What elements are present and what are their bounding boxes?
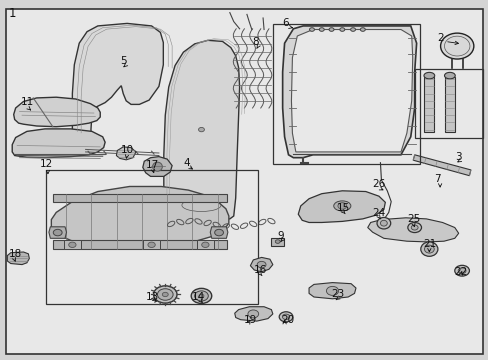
Ellipse shape: [380, 220, 386, 226]
Polygon shape: [291, 30, 412, 152]
Text: 4: 4: [183, 158, 190, 168]
Polygon shape: [116, 147, 136, 160]
Ellipse shape: [350, 28, 355, 31]
Ellipse shape: [326, 287, 338, 295]
Ellipse shape: [339, 28, 344, 31]
Ellipse shape: [68, 242, 76, 248]
Ellipse shape: [191, 288, 211, 303]
Text: 25: 25: [406, 214, 419, 224]
Text: 11: 11: [20, 96, 34, 107]
Ellipse shape: [337, 203, 346, 209]
Bar: [271, 238, 283, 246]
Polygon shape: [142, 157, 172, 176]
Polygon shape: [250, 257, 272, 272]
Text: 22: 22: [453, 267, 466, 277]
Text: 21: 21: [422, 239, 435, 249]
Text: 24: 24: [372, 208, 385, 218]
Ellipse shape: [420, 242, 437, 256]
Ellipse shape: [214, 229, 223, 236]
Ellipse shape: [423, 72, 434, 79]
Text: 26: 26: [372, 179, 385, 189]
Text: 15: 15: [336, 203, 349, 213]
Polygon shape: [14, 97, 100, 127]
Text: 9: 9: [277, 231, 284, 241]
Bar: [46, 170, 258, 304]
Text: 6: 6: [282, 18, 289, 28]
Bar: [142, 240, 160, 249]
Text: 1: 1: [9, 7, 16, 20]
Polygon shape: [53, 240, 227, 249]
Polygon shape: [53, 194, 227, 202]
Bar: [63, 240, 81, 249]
Text: 5: 5: [120, 56, 126, 66]
Text: 18: 18: [9, 249, 22, 259]
Text: 10: 10: [121, 145, 134, 156]
Ellipse shape: [198, 127, 204, 132]
Polygon shape: [282, 26, 416, 158]
Ellipse shape: [247, 310, 258, 318]
Polygon shape: [308, 283, 355, 299]
Ellipse shape: [319, 28, 324, 31]
Ellipse shape: [309, 28, 314, 31]
Polygon shape: [7, 252, 29, 265]
Text: 7: 7: [433, 174, 440, 184]
Ellipse shape: [153, 286, 177, 303]
Ellipse shape: [157, 289, 173, 300]
Text: 12: 12: [40, 159, 53, 169]
Bar: [424, 77, 433, 132]
Ellipse shape: [457, 268, 465, 274]
Ellipse shape: [444, 72, 454, 79]
Polygon shape: [367, 218, 458, 242]
Ellipse shape: [275, 240, 280, 243]
Text: 3: 3: [454, 152, 461, 162]
Polygon shape: [12, 129, 105, 158]
Polygon shape: [49, 227, 66, 238]
Ellipse shape: [407, 222, 421, 233]
Polygon shape: [210, 227, 227, 238]
Ellipse shape: [282, 314, 289, 320]
Text: 2: 2: [437, 33, 444, 43]
Text: 20: 20: [281, 315, 294, 325]
Ellipse shape: [454, 265, 468, 276]
Ellipse shape: [201, 242, 208, 248]
Bar: [444, 77, 454, 132]
Polygon shape: [163, 40, 239, 219]
Ellipse shape: [194, 291, 208, 301]
Ellipse shape: [279, 312, 292, 322]
Text: 8: 8: [251, 37, 258, 48]
Ellipse shape: [333, 201, 350, 211]
Ellipse shape: [328, 28, 333, 31]
Polygon shape: [72, 23, 163, 154]
Ellipse shape: [199, 294, 203, 298]
Text: 14: 14: [191, 292, 204, 302]
Polygon shape: [234, 307, 272, 321]
Ellipse shape: [424, 245, 433, 253]
Text: 13: 13: [145, 292, 159, 302]
Bar: [196, 240, 214, 249]
Bar: [414, 69, 482, 138]
Ellipse shape: [440, 33, 473, 59]
Text: 17: 17: [145, 160, 159, 170]
Ellipse shape: [257, 261, 265, 268]
Text: 16: 16: [254, 265, 267, 275]
Polygon shape: [412, 155, 470, 176]
Bar: [272, 24, 419, 164]
Polygon shape: [51, 186, 228, 247]
Text: 19: 19: [243, 315, 256, 325]
Ellipse shape: [152, 162, 162, 171]
Ellipse shape: [162, 292, 168, 297]
Ellipse shape: [376, 217, 390, 229]
Polygon shape: [298, 191, 385, 222]
Ellipse shape: [360, 28, 365, 31]
Text: 23: 23: [331, 289, 344, 300]
Ellipse shape: [410, 225, 417, 230]
Ellipse shape: [147, 242, 155, 248]
Ellipse shape: [53, 229, 62, 236]
